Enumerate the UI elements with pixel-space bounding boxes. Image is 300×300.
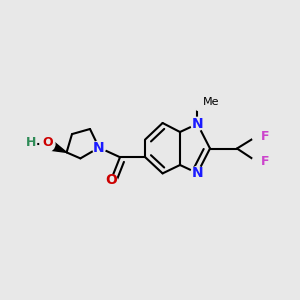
Text: N: N — [192, 166, 203, 180]
Polygon shape — [45, 139, 67, 152]
Text: Me: Me — [203, 97, 219, 107]
Text: F: F — [261, 155, 269, 168]
Circle shape — [104, 175, 118, 188]
Circle shape — [191, 117, 204, 130]
Circle shape — [25, 138, 37, 150]
Circle shape — [40, 136, 55, 152]
Circle shape — [191, 167, 204, 180]
Text: H: H — [26, 136, 37, 149]
Text: O: O — [42, 136, 53, 149]
Text: O: O — [105, 173, 117, 187]
Circle shape — [252, 155, 266, 168]
Text: F: F — [261, 130, 269, 143]
Text: N: N — [93, 141, 105, 154]
Text: N: N — [192, 117, 203, 131]
Circle shape — [192, 93, 210, 111]
Circle shape — [92, 141, 106, 154]
Circle shape — [252, 130, 266, 143]
